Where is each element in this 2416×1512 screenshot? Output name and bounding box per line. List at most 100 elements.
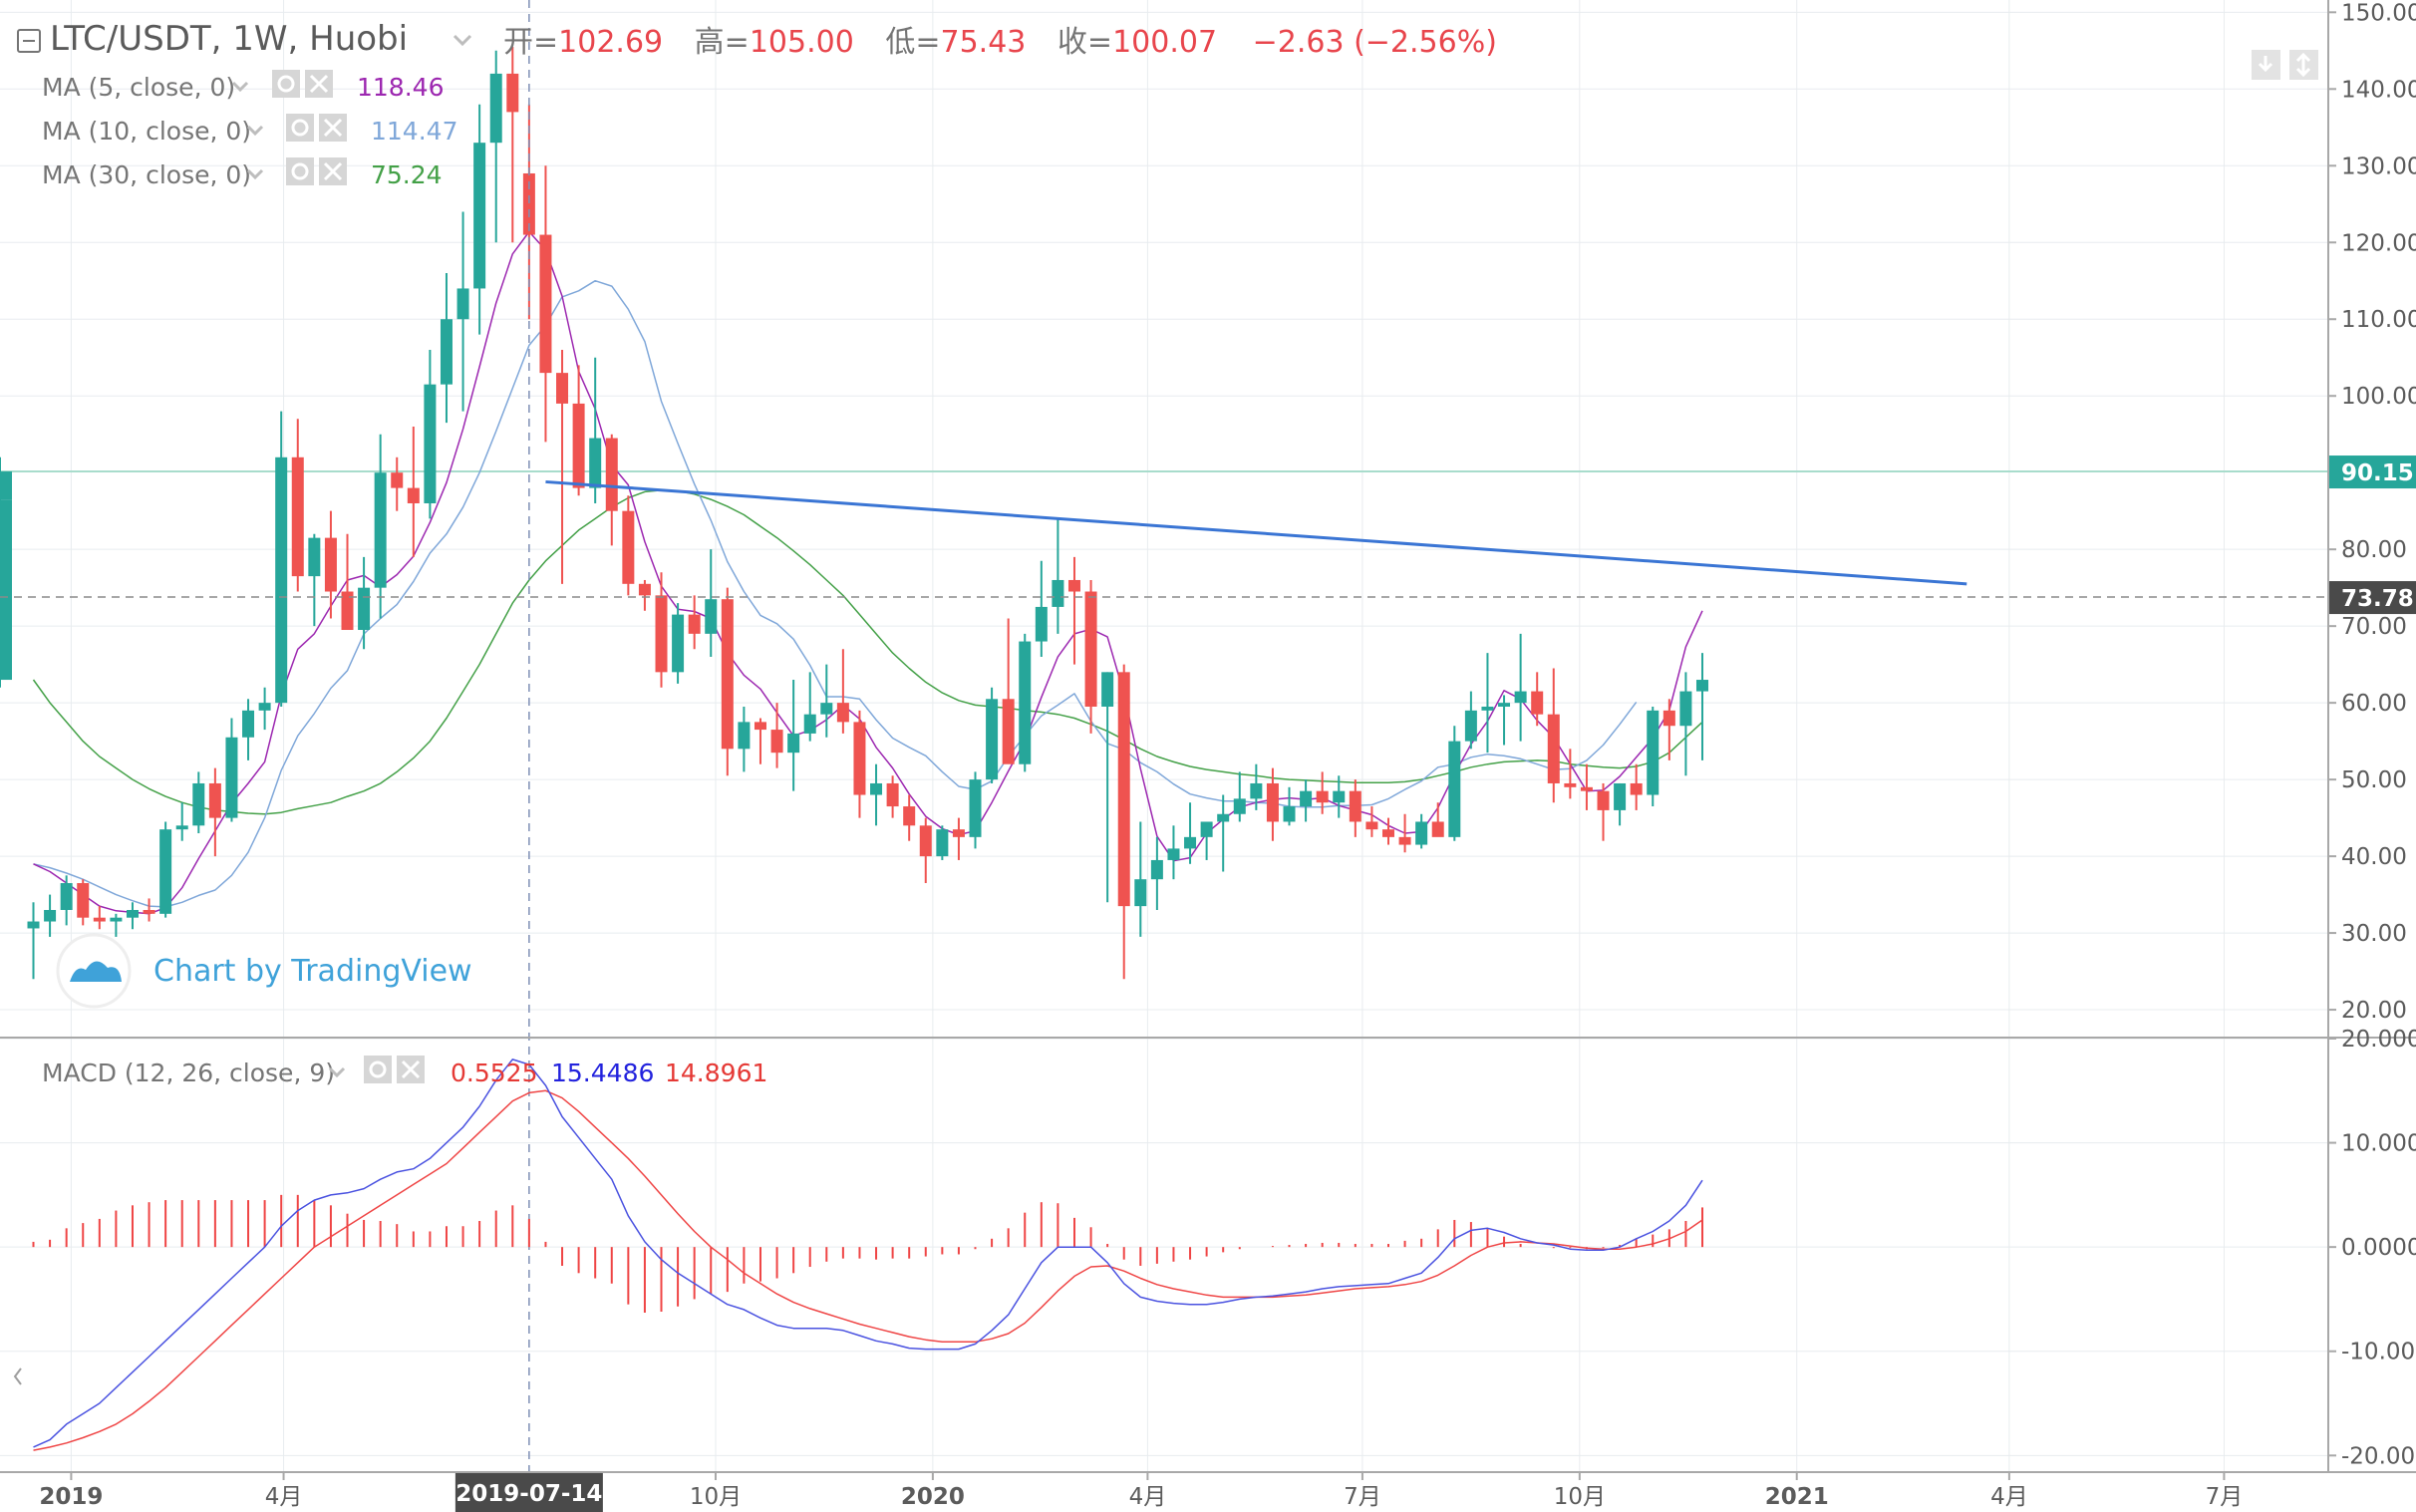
chevron-down-icon[interactable]: [246, 125, 264, 137]
candle[interactable]: [175, 802, 188, 841]
candle[interactable]: [1448, 726, 1461, 841]
ma10-label[interactable]: MA (10, close, 0): [42, 117, 251, 146]
candle[interactable]: [324, 510, 337, 619]
candle[interactable]: [1630, 763, 1643, 810]
candle[interactable]: [126, 902, 139, 930]
candle[interactable]: [1117, 664, 1130, 980]
chevron-down-icon[interactable]: [453, 34, 472, 47]
candle[interactable]: [1498, 695, 1511, 746]
candle[interactable]: [1316, 771, 1329, 814]
candle[interactable]: [1019, 633, 1032, 772]
candle[interactable]: [0, 491, 12, 688]
chevron-down-icon[interactable]: [328, 1066, 346, 1078]
candle[interactable]: [952, 817, 965, 860]
candle[interactable]: [803, 672, 816, 742]
ma30-label[interactable]: MA (30, close, 0): [42, 160, 251, 189]
candle[interactable]: [589, 357, 602, 503]
candle[interactable]: [275, 411, 288, 707]
price-pane[interactable]: [0, 0, 2328, 1471]
candle[interactable]: [1415, 813, 1428, 849]
collapse-legend-icon[interactable]: [17, 29, 41, 53]
candle[interactable]: [936, 825, 949, 860]
candle[interactable]: [655, 572, 668, 688]
candle[interactable]: [440, 273, 453, 424]
candle[interactable]: [192, 771, 205, 834]
tradingview-watermark[interactable]: Chart by TradingView: [56, 933, 472, 1009]
candle[interactable]: [1300, 779, 1313, 822]
candle[interactable]: [143, 898, 155, 922]
candle[interactable]: [1266, 767, 1279, 841]
candle[interactable]: [787, 680, 800, 791]
candle[interactable]: [242, 699, 255, 760]
candle[interactable]: [539, 165, 552, 443]
candle[interactable]: [1580, 763, 1593, 810]
candle[interactable]: [1597, 782, 1610, 841]
candle[interactable]: [1647, 706, 1660, 807]
price-axis[interactable]: 150.00 140.00 130.00 120.00 110.00 100.00 80.0…: [2328, 0, 2416, 1024]
candle[interactable]: [1564, 749, 1577, 799]
candle[interactable]: [605, 434, 618, 546]
candle[interactable]: [638, 579, 651, 611]
candle[interactable]: [870, 763, 883, 826]
candle[interactable]: [77, 879, 90, 926]
candle[interactable]: [110, 913, 123, 937]
candle[interactable]: [1283, 786, 1296, 826]
candle[interactable]: [1481, 653, 1494, 754]
candle[interactable]: [754, 718, 766, 764]
candle[interactable]: [456, 211, 469, 412]
candle[interactable]: [93, 906, 106, 930]
candle[interactable]: [1514, 633, 1527, 742]
candle[interactable]: [1531, 672, 1544, 727]
candle[interactable]: [1464, 691, 1477, 750]
candle[interactable]: [1349, 779, 1361, 837]
candle[interactable]: [738, 706, 751, 772]
macd-label[interactable]: MACD (12, 26, close, 9): [42, 1058, 335, 1087]
candle[interactable]: [1067, 556, 1080, 665]
candle[interactable]: [341, 533, 354, 631]
gear-icon[interactable]: [286, 157, 314, 185]
ma5-label[interactable]: MA (5, close, 0): [42, 73, 235, 102]
candle[interactable]: [1200, 821, 1213, 860]
candle[interactable]: [424, 350, 437, 519]
candle[interactable]: [44, 894, 57, 937]
candle[interactable]: [1547, 668, 1560, 803]
candle[interactable]: [291, 419, 304, 592]
candle[interactable]: [1035, 560, 1048, 657]
candle[interactable]: [820, 664, 833, 738]
candle[interactable]: [1052, 518, 1064, 634]
candle[interactable]: [969, 771, 982, 849]
candle[interactable]: [1365, 806, 1378, 837]
candle[interactable]: [374, 434, 387, 619]
candle[interactable]: [986, 687, 999, 783]
time-axis[interactable]: 2019 4月 10月 2020 4月 7月 10月 2021 4月 7月 2019-07-14: [39, 1472, 2243, 1512]
candle[interactable]: [903, 794, 916, 841]
candle[interactable]: [1250, 763, 1263, 810]
candle[interactable]: [358, 556, 371, 650]
candle[interactable]: [1167, 825, 1180, 880]
candle[interactable]: [1184, 802, 1197, 864]
candle[interactable]: [705, 549, 718, 657]
candle[interactable]: [556, 350, 569, 584]
candle[interactable]: [1150, 836, 1163, 910]
candle[interactable]: [60, 875, 73, 926]
candle[interactable]: [1695, 653, 1708, 760]
candle[interactable]: [672, 603, 685, 684]
candle[interactable]: [572, 365, 585, 496]
candle[interactable]: [919, 817, 932, 884]
candle[interactable]: [1233, 771, 1246, 822]
gear-icon[interactable]: [272, 70, 300, 98]
candle[interactable]: [1217, 794, 1230, 872]
candle[interactable]: [258, 687, 271, 731]
candle[interactable]: [886, 775, 899, 818]
macd-axis[interactable]: 20.000 10.000 0.0000 -10.000 -20.000: [2328, 1027, 2416, 1469]
candle[interactable]: [770, 703, 783, 768]
candle[interactable]: [391, 456, 404, 511]
candle[interactable]: [836, 649, 849, 734]
candle[interactable]: [688, 595, 701, 650]
chevron-left-icon[interactable]: [13, 1367, 22, 1385]
candle[interactable]: [721, 587, 734, 776]
gear-icon[interactable]: [286, 114, 314, 142]
chevron-down-icon[interactable]: [246, 168, 264, 180]
candle[interactable]: [208, 767, 221, 857]
